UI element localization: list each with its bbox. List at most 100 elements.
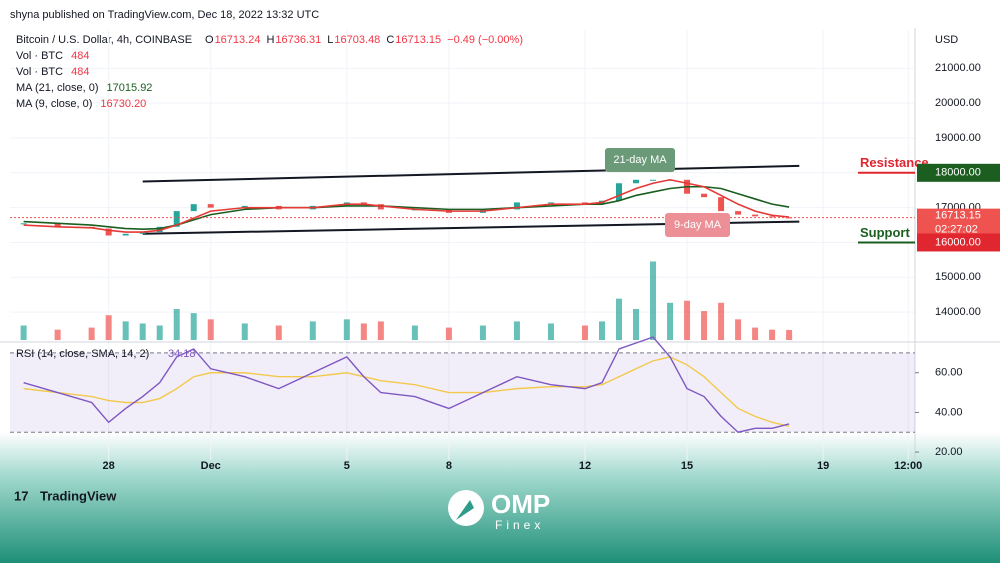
candle	[122, 233, 129, 236]
ohlc-value: 16713.24	[215, 34, 261, 46]
volume-bar	[309, 321, 316, 340]
volume-bar	[598, 321, 605, 340]
ohlc-value: 16736.31	[275, 34, 321, 46]
symbol: Bitcoin / U.S. Dollar, 4h, COINBASE	[16, 34, 192, 46]
ma-line	[23, 185, 790, 231]
indicator-value: 16730.20	[100, 98, 146, 110]
ohlc-key: C	[386, 34, 394, 46]
level-label: Support	[860, 225, 910, 240]
volume-bar	[769, 329, 776, 340]
volume-bar	[786, 329, 793, 340]
currency: USD	[935, 34, 958, 46]
ohlc-key: O	[205, 34, 214, 46]
ma-line	[23, 178, 790, 233]
volume-bar	[667, 302, 674, 340]
candle	[190, 204, 197, 212]
logo: OMP	[491, 489, 550, 519]
volume-bar	[445, 327, 452, 340]
volume-bar	[633, 309, 640, 340]
x-tick-label: 19	[817, 460, 829, 472]
x-tick-label: 8	[446, 460, 452, 472]
volume-bar	[139, 323, 146, 340]
volume-bar	[616, 298, 623, 340]
volume-bar	[718, 302, 725, 340]
volume-bar	[650, 261, 657, 340]
volume-bar	[275, 325, 282, 340]
countdown: 02:27:02	[935, 224, 978, 236]
candle	[20, 223, 27, 225]
volume-bar	[752, 327, 759, 340]
volume-bar	[377, 321, 384, 340]
x-tick-label: 5	[344, 460, 350, 472]
x-tick-label: 28	[103, 460, 115, 472]
candle	[173, 211, 180, 227]
volume-bar	[241, 323, 248, 340]
candle	[581, 202, 588, 205]
candle	[105, 228, 112, 236]
change: −0.49 (−0.00%)	[447, 34, 523, 46]
ohlc-value: 16703.48	[334, 34, 380, 46]
volume-bar	[701, 311, 708, 340]
rsi-value: 34.18	[168, 348, 196, 360]
volume-bar	[547, 323, 554, 340]
volume-bar	[581, 325, 588, 340]
y-tick-label: 20000.00	[935, 97, 981, 109]
x-tick-label: 12:00	[894, 460, 922, 472]
ohlc-value: 16713.15	[395, 34, 441, 46]
indicator-value: 484	[71, 66, 89, 78]
x-tick-label: 12	[579, 460, 591, 472]
x-tick-label: Dec	[201, 460, 221, 472]
y-tick-label: 19000.00	[935, 132, 981, 144]
candle	[701, 193, 708, 198]
indicator-value: 484	[71, 50, 89, 62]
level-price: 16000.00	[935, 236, 981, 248]
volume-bar	[735, 319, 742, 340]
y-tick-label: 14000.00	[935, 306, 981, 318]
indicator-name: MA (9, close, 0)	[16, 98, 92, 110]
volume-bar	[105, 315, 112, 340]
ohlc-key: H	[266, 34, 274, 46]
candle	[718, 197, 725, 212]
indicator-name: Vol · BTC	[16, 50, 63, 62]
y-tick-label: 21000.00	[935, 62, 981, 74]
candle	[377, 204, 384, 210]
level-box	[917, 233, 1000, 252]
volume-bar	[479, 325, 486, 340]
candle	[360, 202, 367, 205]
candle	[156, 226, 163, 233]
level-box	[917, 163, 1000, 182]
candle	[786, 217, 793, 219]
volume-bar	[122, 321, 129, 340]
annotation-box	[665, 213, 730, 237]
publisher: shyna published on TradingView.com, Dec …	[10, 9, 319, 21]
annotation: 9-day MA	[674, 219, 722, 231]
level-price: 18000.00	[935, 167, 981, 179]
volume-bar	[156, 325, 163, 340]
volume-bar	[190, 313, 197, 340]
indicator-value: 17015.92	[107, 82, 153, 94]
rsi-line	[23, 356, 790, 427]
candle	[616, 183, 623, 201]
candle	[547, 202, 554, 204]
ohlc-key: L	[327, 34, 333, 46]
candle	[769, 216, 776, 218]
y-tick-label: 15000.00	[935, 271, 981, 283]
candle	[54, 223, 61, 227]
indicator-name: MA (21, close, 0)	[16, 82, 99, 94]
rsi-tick-label: 60.00	[935, 367, 963, 379]
annotation: 21-day MA	[613, 154, 667, 166]
volume-bar	[411, 325, 418, 340]
rsi-name: RSI (14, close, SMA, 14, 2)	[16, 348, 149, 360]
volume-bar	[88, 327, 95, 340]
volume-bar	[207, 319, 214, 340]
candle	[139, 232, 146, 234]
candle	[207, 204, 214, 208]
footer-banner	[0, 432, 1000, 563]
annotation-box	[605, 148, 675, 172]
last-price: 16713.15	[935, 210, 981, 222]
volume-bar	[54, 329, 61, 340]
brand: TradingView	[40, 488, 117, 503]
rsi-tick-label: 40.00	[935, 406, 963, 418]
logo-sub: Finex	[495, 518, 544, 532]
